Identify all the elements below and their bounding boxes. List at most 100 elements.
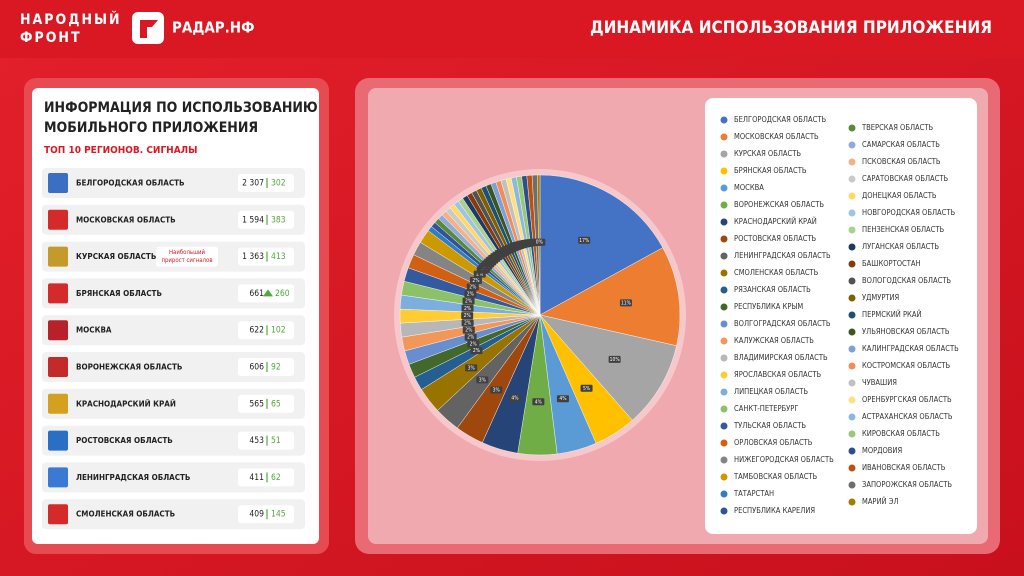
legend-label: ТВЕРСКАЯ ОБЛАСТЬ <box>861 123 933 132</box>
value-box <box>238 174 294 192</box>
legend-label: ВОЛОГОДСКАЯ ОБЛАСТЬ <box>862 276 951 285</box>
data-label: 2% <box>467 335 475 341</box>
legend-swatch <box>848 260 856 268</box>
data-label-bg <box>467 340 480 348</box>
value-box <box>238 247 294 266</box>
data-label: 3% <box>468 365 476 371</box>
new-signals: 302 <box>271 179 286 189</box>
legend-swatch <box>848 277 856 285</box>
data-label: 2% <box>473 348 481 354</box>
total-signals: 411 <box>249 473 264 483</box>
data-label-bg <box>619 299 632 307</box>
data-label: 0% <box>536 240 544 246</box>
region-name: ВОРОНЕЖСКАЯ ОБЛАСТЬ <box>76 363 182 372</box>
value-box <box>238 321 294 340</box>
data-label: 3% <box>493 387 501 393</box>
legend-swatch <box>848 226 856 234</box>
legend-swatch <box>720 235 728 243</box>
legend-label: ОРЕНБУРГСКАЯ ОБЛАСТЬ <box>862 395 952 404</box>
legend-swatch <box>720 473 728 481</box>
data-label: 4% <box>511 396 519 402</box>
legend-swatch <box>720 388 728 396</box>
legend-swatch <box>848 124 856 132</box>
total-signals: 2 307 <box>242 179 264 189</box>
legend-label: ЛЕНИНГРАДСКАЯ ОБЛАСТЬ <box>734 251 831 260</box>
region-emblem <box>48 173 68 193</box>
region-emblem <box>48 430 68 451</box>
new-signals: 260 <box>275 289 290 299</box>
legend-swatch <box>720 337 728 345</box>
legend-label: ЗАПОРОЖСКАЯ ОБЛАСТЬ <box>862 480 952 489</box>
legend-label: МОСКВА <box>734 183 764 192</box>
value-box <box>238 358 294 376</box>
legend-swatch <box>848 481 856 489</box>
value-box <box>238 210 294 229</box>
legend-label: ПСКОВСКАЯ ОБЛАСТЬ <box>862 157 941 166</box>
legend-swatch <box>848 158 856 166</box>
legend-swatch <box>848 464 856 472</box>
brand-icon <box>132 12 164 44</box>
data-label: 10% <box>610 357 621 363</box>
card-subtitle: ТОП 10 РЕГИОНОВ. СИГНАЛЫ <box>44 145 197 156</box>
legend-label: БЕЛГОРОДСКАЯ ОБЛАСТЬ <box>734 115 826 124</box>
legend-label: ИВАНОВСКАЯ ОБЛАСТЬ <box>862 463 946 472</box>
badge <box>156 246 218 267</box>
data-label-bg <box>533 238 546 246</box>
legend-swatch <box>848 175 856 183</box>
legend-label: НОВГОРОДСКАЯ ОБЛАСТЬ <box>862 208 956 217</box>
legend-swatch <box>848 328 856 336</box>
region-emblem <box>48 320 68 341</box>
region-name: РОСТОВСКАЯ ОБЛАСТЬ <box>76 436 173 445</box>
pie-chart: 17%11%10%5%4%4%4%3%3%3%2%2%2%2%2%2%2%2%2… <box>399 174 681 456</box>
legend-swatch <box>848 362 856 370</box>
brand-icon-shape <box>140 20 158 38</box>
legend-label: ДОНЕЦКАЯ ОБЛАСТЬ <box>862 191 937 200</box>
legend-label: САНКТ-ПЕТЕРБУРГ <box>734 404 798 413</box>
legend-label: РОСТОВСКАЯ ОБЛАСТЬ <box>734 234 817 243</box>
region-emblem <box>48 393 68 414</box>
legend-swatch <box>848 141 856 149</box>
legend: БЕЛГОРОДСКАЯ ОБЛАСТЬ МОСКОВСКАЯ ОБЛАСТЬ КУ… <box>720 115 959 515</box>
value-box <box>238 468 294 487</box>
legend-label: ПЕРМСКИЙ РКАЙ <box>862 310 922 319</box>
growth-arrow <box>263 289 273 297</box>
data-label-bg <box>490 386 503 394</box>
value-box <box>238 394 294 413</box>
region-name: СМОЛЕНСКАЯ ОБЛАСТЬ <box>76 510 175 519</box>
pie-slice <box>539 247 681 347</box>
legend-swatch <box>848 243 856 251</box>
value-box <box>238 505 294 524</box>
total-signals: 606 <box>249 363 264 373</box>
legend-swatch <box>720 252 728 260</box>
legend-label: ЧУВАШИЯ <box>862 378 897 387</box>
badge-text: Наибольший <box>169 249 206 256</box>
data-label-bg <box>462 326 475 334</box>
new-signals: 102 <box>271 326 286 336</box>
total-signals: 565 <box>249 399 264 409</box>
legend-label: МАРИЙ ЭЛ <box>862 497 899 506</box>
header-bar <box>0 0 1024 58</box>
legend-swatch <box>720 150 728 158</box>
legend-swatch <box>848 498 856 506</box>
legend-label: ЯРОСЛАВСКАЯ ОБЛАСТЬ <box>734 370 822 379</box>
legend-label: ЛИПЕЦКАЯ ОБЛАСТЬ <box>734 387 808 396</box>
new-signals: 65 <box>271 399 281 409</box>
legend-label: ПЕНЗЕНСКАЯ ОБЛАСТЬ <box>862 225 944 234</box>
legend-swatch <box>720 439 728 447</box>
data-label-bg <box>580 384 593 392</box>
data-label: 2% <box>464 313 472 319</box>
region-name: БЕЛГОРОДСКАЯ ОБЛАСТЬ <box>76 179 185 188</box>
data-label: 2% <box>465 299 473 305</box>
new-signals: 62 <box>271 473 281 483</box>
data-label: 2% <box>476 272 484 278</box>
data-label-bg <box>465 364 478 372</box>
data-label-bg <box>556 395 569 403</box>
total-signals: 622 <box>249 326 264 336</box>
data-label-bg <box>461 319 474 327</box>
data-label: 11% <box>621 300 632 306</box>
data-label: 2% <box>464 320 472 326</box>
legend-swatch <box>848 345 856 353</box>
total-signals: 1 363 <box>242 252 264 262</box>
region-name: КРАСНОДАРСКИЙ КРАЙ <box>76 397 176 408</box>
